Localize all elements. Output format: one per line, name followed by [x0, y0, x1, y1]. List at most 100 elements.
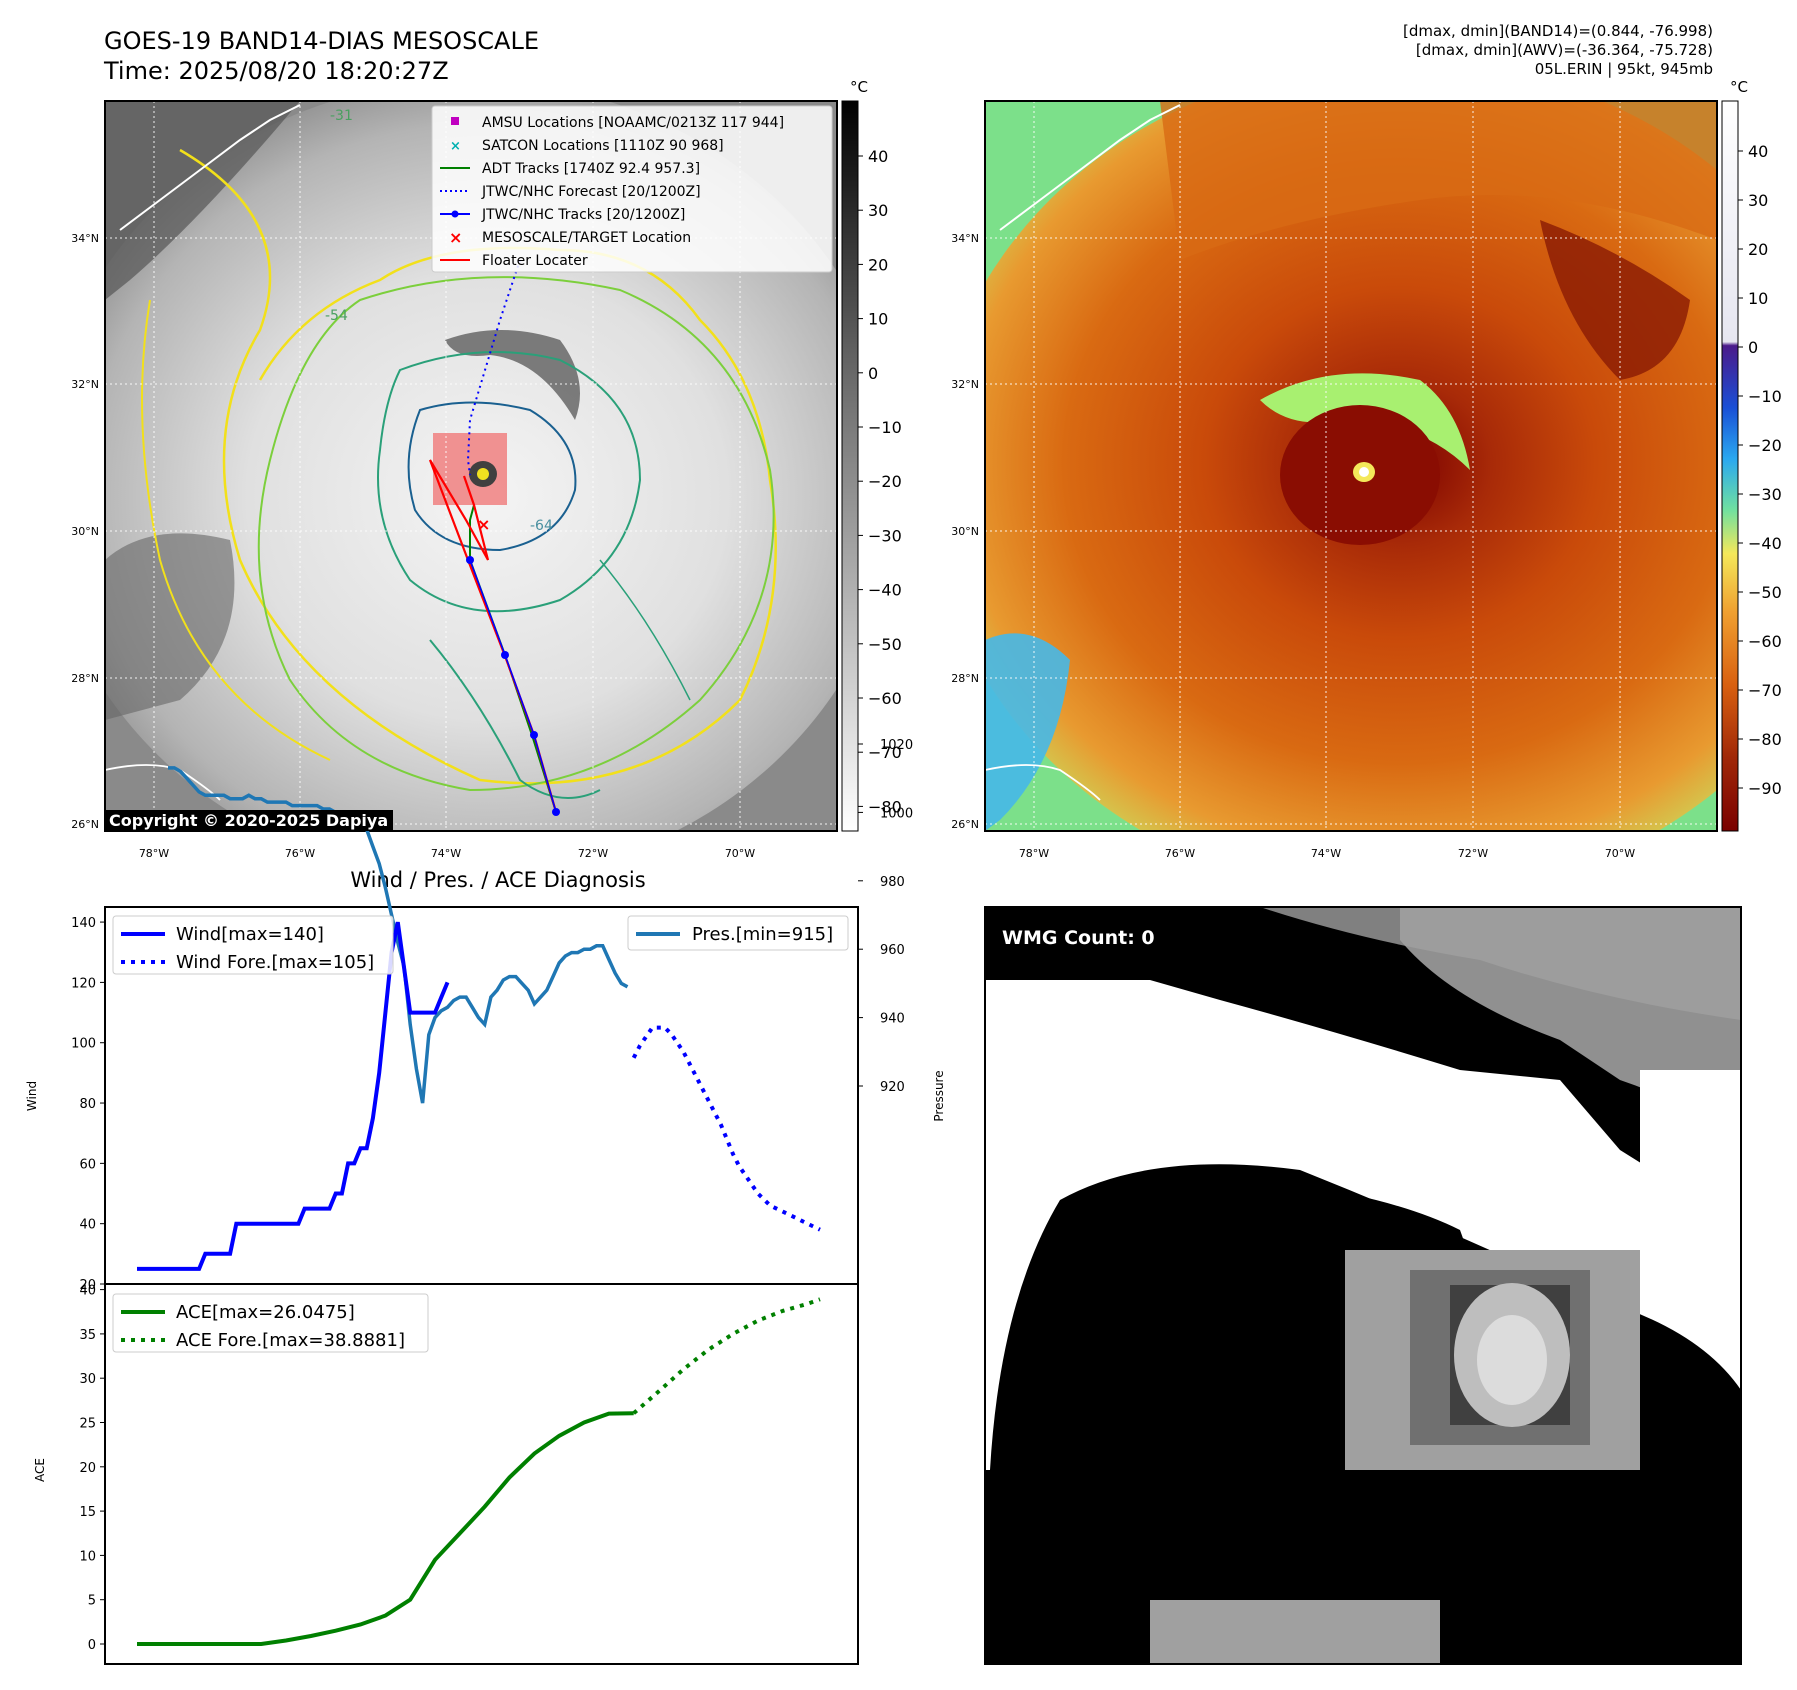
svg-text:JTWC/NHC Tracks [20/1200Z]: JTWC/NHC Tracks [20/1200Z] — [481, 207, 685, 223]
right-lon-label: 70°W — [1605, 847, 1635, 860]
ir-color-map — [985, 101, 1717, 831]
color-colorbar: °C 40 30 20 10 0 −10 −20 −30 −40 −50 −60 −70 −80 −90 — [1721, 78, 1782, 832]
intensity-info: [dmax, dmin](BAND14)=(0.844, -76.998) [d… — [1403, 22, 1713, 79]
map-left-frame — [104, 100, 838, 832]
pressure-axis-tick: 1000 — [880, 806, 913, 821]
colorbar-tick: 0 — [868, 364, 878, 383]
colorbar-tick: −50 — [868, 635, 902, 654]
ace-axis-tick: 30 — [79, 1372, 96, 1387]
wind-legend-label: Wind Fore.[max=105] — [176, 952, 374, 973]
ace-legend-label: ACE[max=26.0475] — [176, 1302, 355, 1323]
right-lon-label: 78°W — [1019, 847, 1049, 860]
right-lon-label: 76°W — [1165, 847, 1195, 860]
jtwc-forecast-track — [466, 259, 521, 476]
colorbar-tick: 20 — [1748, 240, 1768, 259]
colorbar-tick: 20 — [868, 255, 888, 274]
wind-axis-tick: 140 — [71, 916, 96, 931]
wmg-frame — [984, 906, 1742, 1665]
colorbar-tick: −50 — [1748, 583, 1782, 602]
legend-item: ADT Tracks [1740Z 92.4 957.3] — [440, 161, 700, 177]
ace-axis-tick: 0 — [88, 1638, 96, 1653]
colorbar-tick: 40 — [1748, 142, 1768, 161]
colorbar-tick: −40 — [868, 581, 902, 600]
colorbar-tick: −30 — [1748, 485, 1782, 504]
colorbar-tick: −60 — [868, 689, 902, 708]
title-line-1: GOES-19 BAND14-DIAS MESOSCALE — [104, 27, 540, 55]
ace-axis-tick: 25 — [79, 1417, 96, 1432]
svg-text:JTWC/NHC Forecast [20/1200Z]: JTWC/NHC Forecast [20/1200Z] — [481, 184, 701, 200]
legend-item: × MESOSCALE/TARGET Location — [449, 228, 691, 247]
wind-axis-tick: 20 — [79, 1278, 96, 1293]
jtwc-track-points — [466, 556, 560, 816]
pressure-axis-tick: 980 — [880, 875, 905, 890]
info-line-2: [dmax, dmin](AWV)=(-36.364, -75.728) — [1415, 41, 1713, 59]
legend-item: Floater Locater — [440, 253, 588, 269]
left-lon-label: 74°W — [431, 847, 461, 860]
jtwc-track — [469, 559, 557, 813]
ace-axis-tick: 20 — [79, 1461, 96, 1476]
colorbar-unit: °C — [1730, 78, 1748, 96]
pressure-axis-tick: 1020 — [880, 738, 913, 753]
info-line-1: [dmax, dmin](BAND14)=(0.844, -76.998) — [1402, 22, 1713, 40]
legend-item: × SATCON Locations [1110Z 90 968] — [450, 138, 724, 154]
wind-axis-label: Wind — [25, 1081, 39, 1111]
colorbar-tick: 30 — [868, 201, 888, 220]
svg-text:MESOSCALE/TARGET Location: MESOSCALE/TARGET Location — [482, 230, 691, 246]
right-lat-label: 32°N — [951, 378, 979, 391]
svg-text:AMSU Locations [NOAAMC/0213Z 1: AMSU Locations [NOAAMC/0213Z 117 944] — [482, 115, 784, 131]
colorbar-tick: −80 — [1748, 730, 1782, 749]
wind-axis-tick: 80 — [79, 1097, 96, 1112]
diagnosis-title: Wind / Pres. / ACE Diagnosis — [350, 868, 645, 892]
colorbar-unit: °C — [850, 78, 868, 96]
left-lat-label: 34°N — [71, 232, 99, 245]
ace-chart: 40 35 30 25 20 15 10 5 0 ACE ACE[max=26.0475] ACE F… — [33, 1283, 859, 1665]
colorbar-tick: −20 — [868, 472, 902, 491]
wind-axis-tick: 120 — [71, 976, 96, 991]
right-lon-label: 74°W — [1311, 847, 1341, 860]
left-lat-label: 28°N — [71, 672, 99, 685]
left-lon-label: 72°W — [578, 847, 608, 860]
colorbar-tick: −20 — [1748, 436, 1782, 455]
map-legend: AMSU Locations [NOAAMC/0213Z 117 944] × SA… — [431, 105, 833, 273]
pressure-axis-tick: 940 — [880, 1012, 905, 1027]
left-lat-label: 30°N — [71, 525, 99, 538]
pressure-axis-label: Pressure — [932, 1070, 946, 1121]
right-lat-label: 30°N — [951, 525, 979, 538]
wind-legend-label: Wind[max=140] — [176, 924, 324, 945]
ace-axis-tick: 10 — [79, 1549, 96, 1564]
colorbar-tick: −10 — [1748, 387, 1782, 406]
left-lat-label: 32°N — [71, 378, 99, 391]
pressure-legend-label: Pres.[min=915] — [692, 924, 833, 945]
right-lat-label: 26°N — [951, 818, 979, 831]
colorbar-tick: −70 — [868, 743, 902, 762]
copyright-badge: Copyright © 2020-2025 Dapiya — [104, 810, 394, 831]
ace-axis-tick: 40 — [79, 1284, 96, 1299]
colorbar-tick: −70 — [1748, 681, 1782, 700]
contour-label-minus31: -31 — [330, 108, 353, 124]
wind-pressure-chart: 140 120 100 80 60 40 20 1020 1000 980 960 940 920 Win… — [25, 738, 946, 1293]
ace-axis-tick: 15 — [79, 1505, 96, 1520]
left-lon-label: 78°W — [139, 847, 169, 860]
pressure-series-line — [168, 766, 629, 1104]
ace-legend-label: ACE Fore.[max=38.8881] — [176, 1330, 405, 1351]
contour-label-minus54: -54 — [325, 308, 348, 324]
left-lat-label: 26°N — [71, 818, 99, 831]
wmg-panel — [985, 907, 1741, 1664]
colorbar-tick: 30 — [1748, 191, 1768, 210]
colorbar-tick: 40 — [868, 147, 888, 166]
ace-axis-tick: 5 — [88, 1594, 96, 1609]
wmg-count-label: WMG Count: 0 — [1002, 927, 1155, 949]
legend-item: JTWC/NHC Tracks [20/1200Z] — [440, 207, 685, 223]
colorbar-tick: −90 — [1748, 779, 1782, 798]
colorbar-tick: −60 — [1748, 632, 1782, 651]
colorbar-tick: 10 — [868, 310, 888, 329]
pressure-axis-tick: 920 — [880, 1080, 905, 1095]
wind-series-line — [137, 921, 450, 1271]
ace-axis-label: ACE — [33, 1458, 47, 1482]
contour-label-minus64: -64 — [530, 518, 553, 534]
svg-text:×: × — [450, 139, 461, 154]
colorbar-tick: 10 — [1748, 289, 1768, 308]
legend-item: JTWC/NHC Forecast [20/1200Z] — [440, 184, 701, 200]
ace-axis-tick: 35 — [79, 1328, 96, 1343]
